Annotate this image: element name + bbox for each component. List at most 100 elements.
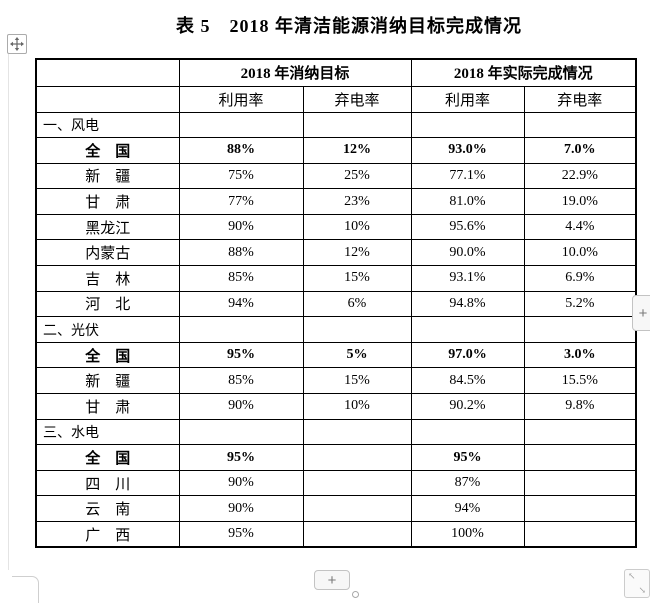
value-cell: 15%: [302, 265, 412, 292]
value-cell: [178, 316, 304, 343]
header-actual-curtailment: 弃电率: [523, 85, 637, 113]
value-cell: [410, 111, 525, 139]
value-cell: 5.2%: [523, 290, 637, 318]
row-label-cell: 甘 肃: [35, 188, 180, 215]
row-label-cell: 吉 林: [35, 265, 180, 292]
add-row-button[interactable]: +: [314, 570, 350, 590]
value-cell: 94%: [410, 495, 525, 522]
header-sub-row: 利用率 弃电率 利用率 弃电率: [35, 85, 637, 113]
value-cell: [302, 495, 412, 522]
value-cell: [302, 444, 412, 471]
header-group-row: 2018 年消纳目标 2018 年实际完成情况: [35, 58, 637, 87]
value-cell: [302, 469, 412, 497]
row-label-cell: 全 国: [35, 341, 180, 369]
value-cell: 77%: [178, 188, 304, 215]
corner-cell: [35, 58, 180, 87]
value-cell: 7.0%: [523, 137, 637, 164]
table-resize-handle[interactable]: ↖ ↘: [624, 569, 650, 598]
value-cell: 90%: [178, 213, 304, 241]
value-cell: [302, 111, 412, 139]
table-move-handle[interactable]: [7, 34, 27, 54]
plus-icon: +: [638, 304, 648, 322]
row-label-cell: 内蒙古: [35, 239, 180, 267]
section-row: 一、风电: [35, 111, 637, 139]
value-cell: 90.0%: [410, 239, 525, 267]
header-actual-utilization: 利用率: [410, 85, 525, 113]
value-cell: 100%: [410, 521, 525, 548]
value-cell: [523, 316, 637, 343]
row-label-cell: 新 疆: [35, 162, 180, 190]
value-cell: 3.0%: [523, 341, 637, 369]
table-row: 新 疆 75% 25% 77.1% 22.9%: [35, 162, 637, 190]
value-cell: 6%: [302, 290, 412, 318]
value-cell: [302, 521, 412, 548]
table-row: 河 北 94% 6% 94.8% 5.2%: [35, 290, 637, 318]
value-cell: [523, 521, 637, 548]
value-cell: 94.8%: [410, 290, 525, 318]
row-label-cell: 四 川: [35, 469, 180, 497]
resize-arrow-se-icon: ↘: [638, 585, 646, 595]
value-cell: 88%: [178, 239, 304, 267]
table-row: 吉 林 85% 15% 93.1% 6.9%: [35, 265, 637, 292]
page-corner-mark: [12, 576, 39, 603]
header-target-group: 2018 年消纳目标: [178, 58, 412, 87]
value-cell: 90.2%: [410, 393, 525, 420]
table-row: 甘 肃 77% 23% 81.0% 19.0%: [35, 188, 637, 215]
value-cell: 97.0%: [410, 341, 525, 369]
value-cell: 95%: [178, 341, 304, 369]
value-cell: 22.9%: [523, 162, 637, 190]
resize-arrow-nw-icon: ↖: [628, 571, 636, 581]
value-cell: [302, 418, 412, 446]
value-cell: 10%: [302, 393, 412, 420]
value-cell: 95%: [410, 444, 525, 471]
table-dot-handle[interactable]: [352, 591, 359, 598]
value-cell: 90%: [178, 495, 304, 522]
move-cross-icon: [10, 37, 24, 51]
page-edge-line: [8, 54, 9, 570]
add-column-button[interactable]: +: [632, 295, 650, 331]
row-label-cell: 全 国: [35, 137, 180, 164]
value-cell: [302, 316, 412, 343]
value-cell: 12%: [302, 239, 412, 267]
row-label-cell: 云 南: [35, 495, 180, 522]
value-cell: 77.1%: [410, 162, 525, 190]
table-row: 全 国 95% 95%: [35, 444, 637, 471]
row-label-cell: 甘 肃: [35, 393, 180, 420]
value-cell: 15%: [302, 367, 412, 395]
value-cell: [178, 111, 304, 139]
value-cell: [523, 469, 637, 497]
value-cell: [523, 111, 637, 139]
value-cell: 95.6%: [410, 213, 525, 241]
header-actual-group: 2018 年实际完成情况: [410, 58, 637, 87]
value-cell: 75%: [178, 162, 304, 190]
row-label-cell: 黑龙江: [35, 213, 180, 241]
table-row: 黑龙江 90% 10% 95.6% 4.4%: [35, 213, 637, 241]
energy-consumption-table: 2018 年消纳目标 2018 年实际完成情况 利用率 弃电率 利用率 弃电率 …: [35, 58, 638, 549]
row-label-cell: 一、风电: [35, 111, 180, 139]
table-body: 一、风电全 国 88% 12% 93.0% 7.0% 新 疆 75% 25% 77.1% 22.9…: [35, 111, 637, 548]
value-cell: 19.0%: [523, 188, 637, 215]
value-cell: 81.0%: [410, 188, 525, 215]
value-cell: 10%: [302, 213, 412, 241]
value-cell: 5%: [302, 341, 412, 369]
corner-cell-2: [35, 85, 180, 113]
value-cell: 15.5%: [523, 367, 637, 395]
value-cell: 94%: [178, 290, 304, 318]
value-cell: 95%: [178, 444, 304, 471]
header-target-utilization: 利用率: [178, 85, 304, 113]
value-cell: 88%: [178, 137, 304, 164]
value-cell: [523, 444, 637, 471]
row-label-cell: 全 国: [35, 444, 180, 471]
value-cell: [523, 495, 637, 522]
value-cell: [523, 418, 637, 446]
table-caption: 表 5 2018 年清洁能源消纳目标完成情况: [176, 16, 522, 36]
section-row: 三、水电: [35, 418, 637, 446]
value-cell: 10.0%: [523, 239, 637, 267]
value-cell: 93.1%: [410, 265, 525, 292]
table-row: 新 疆 85% 15% 84.5% 15.5%: [35, 367, 637, 395]
row-label-cell: 三、水电: [35, 418, 180, 446]
value-cell: 90%: [178, 393, 304, 420]
value-cell: 12%: [302, 137, 412, 164]
table-row: 广 西 95% 100%: [35, 521, 637, 548]
plus-icon: +: [327, 571, 337, 589]
